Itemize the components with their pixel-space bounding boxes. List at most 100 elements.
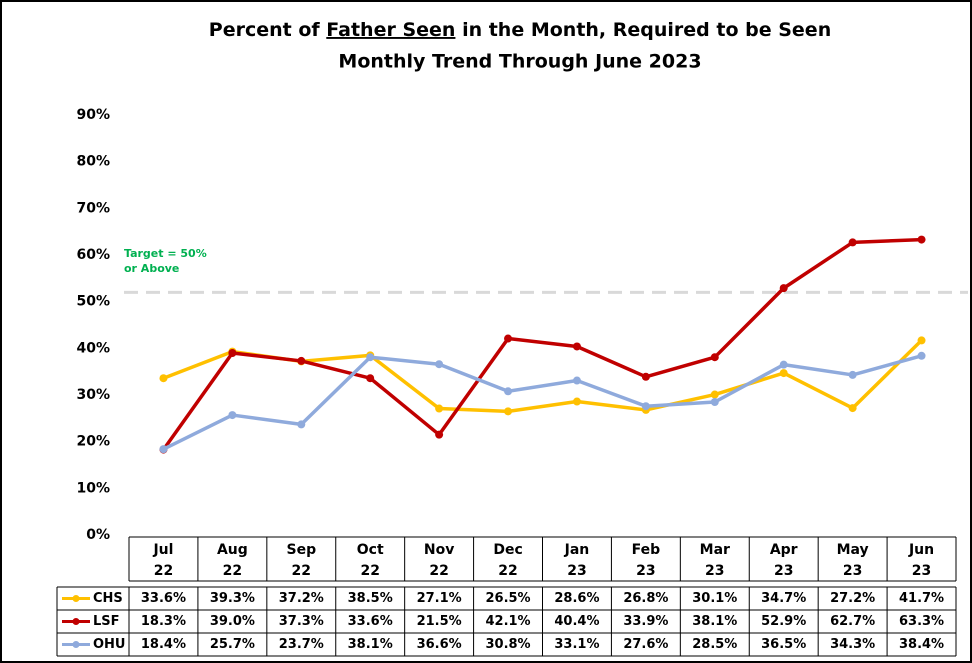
point: [572, 342, 581, 351]
y-tick-label: 70%: [76, 200, 110, 216]
data-label: 33.6%: [141, 591, 186, 606]
data-label: 37.2%: [279, 591, 324, 606]
x-tick-label: Jun 23: [908, 542, 934, 579]
point: [366, 353, 375, 362]
chart-title: Percent of Father Seen in the Month, Req…: [209, 19, 831, 41]
data-label: 38.1%: [692, 614, 737, 629]
legend-marker: [72, 618, 80, 625]
y-tick-label: 50%: [76, 294, 110, 310]
y-tick-label: 40%: [76, 340, 110, 356]
point: [435, 430, 444, 439]
point: [435, 404, 444, 413]
point: [159, 374, 168, 383]
point: [297, 420, 306, 429]
data-label: 38.1%: [348, 637, 393, 652]
y-tick-label: 60%: [76, 247, 110, 263]
point: [917, 235, 926, 244]
legend-marker: [72, 641, 80, 648]
data-label: 39.3%: [210, 591, 255, 606]
legend-marker: [72, 595, 80, 602]
chart-subtitle: Monthly Trend Through June 2023: [338, 51, 701, 73]
point: [504, 407, 513, 416]
point: [159, 445, 168, 454]
y-tick-label: 10%: [76, 480, 110, 496]
data-label: 39.0%: [210, 614, 255, 629]
point: [228, 349, 237, 357]
data-label: 25.7%: [210, 637, 255, 652]
data-label: 33.1%: [554, 637, 599, 652]
point: [779, 369, 788, 378]
x-tick-label: Feb 23: [632, 542, 661, 579]
data-label: 38.4%: [899, 637, 944, 652]
data-label: 36.5%: [761, 637, 806, 652]
data-label: 62.7%: [830, 614, 875, 629]
x-tick-label: Jul 22: [152, 542, 173, 579]
point: [572, 376, 581, 385]
point: [848, 370, 857, 379]
data-label: 18.3%: [141, 614, 186, 629]
data-label: 27.1%: [417, 591, 462, 606]
legend-label: CHS: [93, 591, 123, 606]
data-label: 27.2%: [830, 591, 875, 606]
data-label: 33.9%: [623, 614, 668, 629]
data-label: 42.1%: [485, 614, 530, 629]
point: [779, 360, 788, 369]
point: [572, 397, 581, 406]
x-tick-label: Mar 23: [700, 542, 730, 579]
x-tick-label: Oct 22: [357, 542, 384, 579]
point: [641, 372, 650, 381]
point: [917, 351, 926, 360]
x-tick-label: Dec 22: [493, 542, 522, 579]
point: [710, 398, 719, 406]
title-part: Father Seen: [326, 19, 455, 41]
data-label: 18.4%: [141, 637, 186, 652]
data-label: 34.3%: [830, 637, 875, 652]
legend-label: OHU: [93, 637, 126, 652]
data-label: 36.6%: [417, 637, 462, 652]
data-label: 52.9%: [761, 614, 806, 629]
data-label: 40.4%: [554, 614, 599, 629]
title-part: in the Month, Required to be Seen: [462, 19, 831, 41]
data-label: 21.5%: [417, 614, 462, 629]
x-tick-label: Nov 22: [424, 542, 454, 579]
point: [504, 334, 513, 343]
x-tick-label: Apr 23: [770, 542, 798, 579]
x-tick-label: Jan 23: [564, 542, 590, 579]
data-label: 63.3%: [899, 614, 944, 629]
data-label: 30.1%: [692, 591, 737, 606]
data-label: 26.8%: [623, 591, 668, 606]
data-label: 28.5%: [692, 637, 737, 652]
data-label: 26.5%: [485, 591, 530, 606]
data-label: 33.6%: [348, 614, 393, 629]
point: [435, 360, 444, 369]
point: [504, 387, 513, 396]
point: [710, 390, 719, 399]
title-part: Percent of: [209, 19, 321, 41]
y-tick-label: 90%: [76, 107, 110, 123]
series-line: [162, 237, 922, 451]
y-tick-label: 80%: [76, 154, 110, 170]
data-label: 34.7%: [761, 591, 806, 606]
data-label: 41.7%: [899, 591, 944, 606]
point: [779, 284, 788, 293]
data-label: 23.7%: [279, 637, 324, 652]
x-tick-label: Aug 22: [217, 542, 248, 579]
data-label: 38.5%: [348, 591, 393, 606]
target-label: Target = 50% or Above: [124, 247, 207, 275]
y-tick-label: 0%: [86, 527, 110, 543]
point: [710, 353, 719, 362]
y-tick-label: 30%: [76, 387, 110, 403]
y-tick-label: 20%: [76, 434, 110, 450]
data-label: 30.8%: [485, 637, 530, 652]
point: [917, 336, 926, 345]
series-line: [162, 354, 923, 451]
point: [848, 238, 857, 247]
data-label: 27.6%: [623, 637, 668, 652]
data-label: 37.3%: [279, 614, 324, 629]
point: [297, 356, 306, 365]
x-tick-label: Sep 22: [286, 542, 316, 579]
point: [366, 374, 375, 383]
x-tick-label: May 23: [837, 542, 869, 579]
